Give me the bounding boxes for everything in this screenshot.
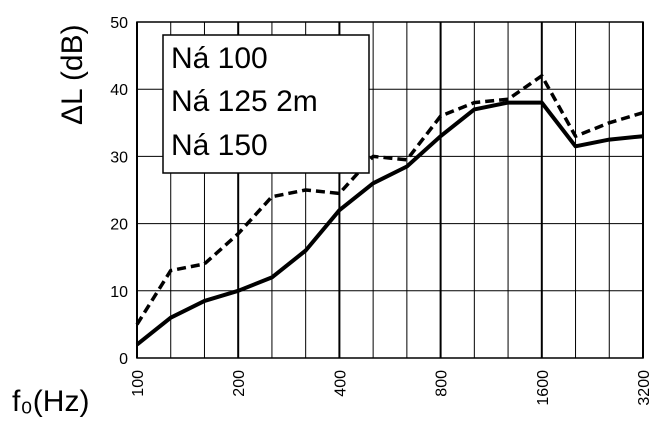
x-tick-label: 800 [434, 370, 451, 397]
x-tick-label: 3200 [636, 370, 653, 406]
x-axis-title: f₀(Hz) [12, 385, 89, 418]
x-tick-label: 200 [231, 370, 248, 397]
legend-entry-1: Ná 100 [171, 42, 268, 75]
y-tick-label: 10 [110, 284, 128, 301]
y-tick-label: 0 [119, 351, 128, 368]
x-tick-label: 100 [130, 370, 147, 397]
y-tick-label: 50 [110, 15, 128, 32]
legend-box: Ná 100 Ná 125 2m Ná 150 [162, 34, 370, 174]
legend-entry-3: Ná 150 [171, 129, 268, 162]
legend-entry-2: Ná 125 2m [171, 85, 318, 118]
y-axis-title: ΔL (dB) [56, 24, 89, 125]
y-tick-label: 30 [110, 149, 128, 166]
y-tick-label: 20 [110, 217, 128, 234]
x-tick-labels: 100 200 400 800 1600 3200 [130, 370, 653, 406]
x-tick-label: 1600 [535, 370, 552, 406]
plot-frame [136, 21, 644, 359]
y-tick-labels: 0 10 20 30 40 50 [110, 15, 128, 368]
x-tick-label: 400 [332, 370, 349, 397]
series-group [135, 74, 644, 347]
series-line-2 [135, 74, 644, 326]
series-line-1 [135, 100, 644, 347]
y-tick-label: 40 [110, 82, 128, 99]
